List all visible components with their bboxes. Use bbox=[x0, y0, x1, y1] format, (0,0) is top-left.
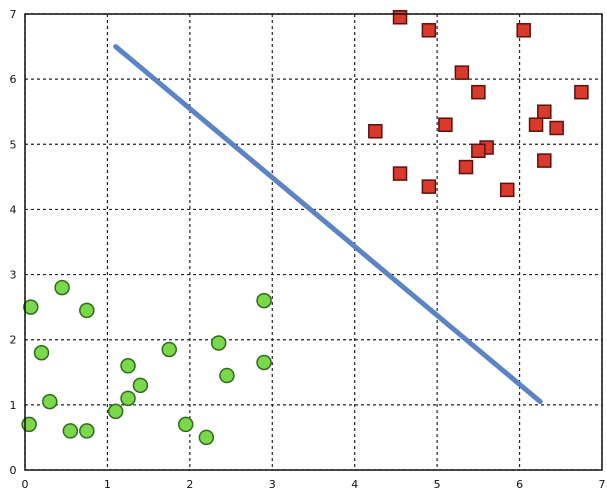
data-point-circle bbox=[210, 335, 227, 351]
separator-line bbox=[113, 44, 543, 405]
x-tick-label: 1 bbox=[104, 478, 111, 491]
y-tick-label: 5 bbox=[10, 138, 17, 151]
data-point-circle bbox=[23, 299, 39, 315]
data-point-circle bbox=[79, 423, 95, 439]
data-point-square bbox=[438, 117, 453, 132]
data-point-circle bbox=[161, 341, 177, 358]
data-point-circle bbox=[256, 292, 272, 309]
x-tick-label: 3 bbox=[269, 478, 276, 491]
data-point-square bbox=[499, 182, 515, 198]
y-tick-label: 4 bbox=[10, 203, 17, 216]
grid bbox=[24, 13, 603, 471]
data-point-circle bbox=[219, 367, 235, 384]
data-point-square bbox=[392, 10, 408, 25]
y-tick-label: 7 bbox=[10, 8, 17, 21]
y-tick-label: 1 bbox=[10, 399, 17, 412]
data-point-square bbox=[421, 179, 437, 194]
x-tick-label: 0 bbox=[22, 478, 29, 491]
data-point-circle bbox=[62, 423, 79, 439]
axes: 0 1 2 3 4 5 6 7 0 1 2 3 4 5 6 7 bbox=[10, 8, 606, 491]
data-point-square bbox=[574, 84, 589, 100]
data-point-square bbox=[392, 166, 408, 181]
data-point-square bbox=[421, 23, 437, 38]
data-point-square bbox=[537, 153, 552, 168]
x-tick-label: 5 bbox=[434, 478, 441, 491]
data-point-circle bbox=[198, 429, 215, 446]
y-tick-label: 0 bbox=[10, 464, 17, 477]
data-point-square bbox=[537, 104, 552, 119]
data-point-square bbox=[516, 23, 531, 38]
data-points bbox=[21, 10, 589, 446]
data-point-square bbox=[454, 65, 470, 80]
plot-frame bbox=[24, 13, 603, 471]
data-point-circle bbox=[41, 393, 58, 410]
data-point-square bbox=[549, 120, 564, 136]
data-point-circle bbox=[33, 344, 50, 361]
x-tick-label: 2 bbox=[186, 478, 193, 491]
data-point-circle bbox=[132, 377, 149, 394]
x-tick-label: 6 bbox=[516, 478, 523, 491]
data-point-circle bbox=[177, 416, 194, 433]
data-point-circle bbox=[120, 358, 136, 374]
x-tick-label: 4 bbox=[351, 478, 358, 491]
data-point-square bbox=[471, 143, 486, 159]
data-point-circle bbox=[256, 354, 272, 371]
y-tick-label: 3 bbox=[10, 269, 17, 282]
data-point-square bbox=[528, 117, 544, 132]
data-point-circle bbox=[54, 279, 70, 296]
data-point-circle bbox=[79, 302, 95, 319]
x-tick-label: 7 bbox=[599, 478, 606, 491]
decision-boundary bbox=[113, 44, 543, 405]
data-point-circle bbox=[21, 416, 37, 433]
data-point-square bbox=[368, 124, 383, 139]
y-tick-label: 2 bbox=[10, 334, 17, 347]
y-tick-label: 6 bbox=[10, 73, 17, 86]
data-point-square bbox=[471, 84, 486, 100]
data-point-square bbox=[458, 159, 474, 175]
data-point-circle bbox=[120, 390, 136, 407]
data-point-circle bbox=[107, 403, 124, 420]
